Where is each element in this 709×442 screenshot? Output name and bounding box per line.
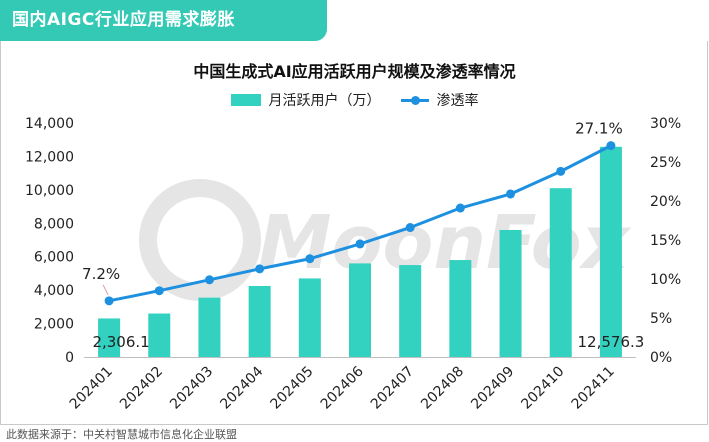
label-leader-line <box>102 284 109 296</box>
data-label: 7.2% <box>82 265 120 283</box>
section-banner: 国内AIGC行业应用需求膨胀 <box>0 0 327 41</box>
legend-swatch-bar <box>230 94 261 106</box>
data-label: 12,576.3 <box>578 333 645 351</box>
bar-202405 <box>298 278 321 357</box>
bar-202409 <box>499 229 522 357</box>
line-point-202405 <box>305 254 315 264</box>
y-left-tick-label: 0 <box>65 350 74 366</box>
line-point-202411 <box>606 141 616 151</box>
legend-item-line: 渗透率 <box>400 90 479 110</box>
chart-title: 中国生成式AI应用活跃用户规模及渗透率情况 <box>193 62 516 81</box>
data-label: 2,306.1 <box>92 333 149 351</box>
x-tick-label: 202409 <box>468 364 517 413</box>
bar-202407 <box>399 265 422 357</box>
y-left-tick-label: 12,000 <box>25 149 74 165</box>
y-right-tick-label: 30% <box>650 116 681 132</box>
watermark-logo-icon <box>139 179 261 301</box>
y-right-tick-label: 15% <box>650 233 681 249</box>
y-left-tick-label: 14,000 <box>25 116 74 132</box>
y-right-tick-label: 25% <box>650 155 681 171</box>
x-tick-label: 202406 <box>318 363 367 412</box>
y-right-tick-label: 20% <box>650 194 681 210</box>
x-tick-label: 202402 <box>117 364 166 413</box>
x-tick-label: 202401 <box>67 364 116 413</box>
line-point-202406 <box>355 239 365 249</box>
bar-202401 <box>98 318 121 357</box>
y-right-tick-label: 10% <box>650 272 681 288</box>
legend-item-bar: 月活跃用户（万） <box>230 90 381 110</box>
bar-202404 <box>248 285 271 357</box>
line-point-202401 <box>104 296 114 306</box>
x-tick-label: 202403 <box>167 364 216 413</box>
line-point-202410 <box>556 166 566 176</box>
y-left-tick-label: 2,000 <box>34 317 74 333</box>
line-point-202409 <box>506 189 516 199</box>
x-tick-label: 202405 <box>268 364 317 413</box>
y-right-tick-label: 5% <box>650 311 672 327</box>
y-left-tick-label: 4,000 <box>34 283 74 299</box>
bar-202403 <box>198 297 221 357</box>
bar-202402 <box>148 313 171 357</box>
legend-swatch-line <box>400 94 429 106</box>
x-tick-label: 202410 <box>518 364 567 413</box>
y-right-tick-label: 0% <box>650 350 672 366</box>
x-tick-label: 202411 <box>569 364 618 413</box>
source-note: 此数据来源于：中关村智慧城市信息化企业联盟 <box>6 428 237 441</box>
y-left-tick-label: 8,000 <box>34 216 74 232</box>
y-left-tick-label: 6,000 <box>34 250 74 266</box>
bar-202411 <box>599 146 622 357</box>
bar-202408 <box>449 260 472 357</box>
line-point-202402 <box>154 286 164 296</box>
x-tick-label: 202408 <box>418 364 467 413</box>
x-tick-label: 202404 <box>217 363 266 412</box>
chart-frame <box>0 41 708 425</box>
bar-202406 <box>349 263 371 357</box>
y-left-tick-label: 10,000 <box>25 183 74 199</box>
line-point-202407 <box>405 223 415 233</box>
chart-legend: 月活跃用户（万） 渗透率 <box>0 90 709 110</box>
bar-202410 <box>549 188 572 357</box>
legend-label-line: 渗透率 <box>436 93 479 109</box>
line-point-202408 <box>455 203 465 213</box>
data-label: 27.1% <box>575 120 623 138</box>
legend-label-bar: 月活跃用户（万） <box>268 93 381 109</box>
line-point-202404 <box>255 264 265 274</box>
x-tick-label: 202407 <box>368 364 417 413</box>
line-point-202403 <box>204 275 214 285</box>
